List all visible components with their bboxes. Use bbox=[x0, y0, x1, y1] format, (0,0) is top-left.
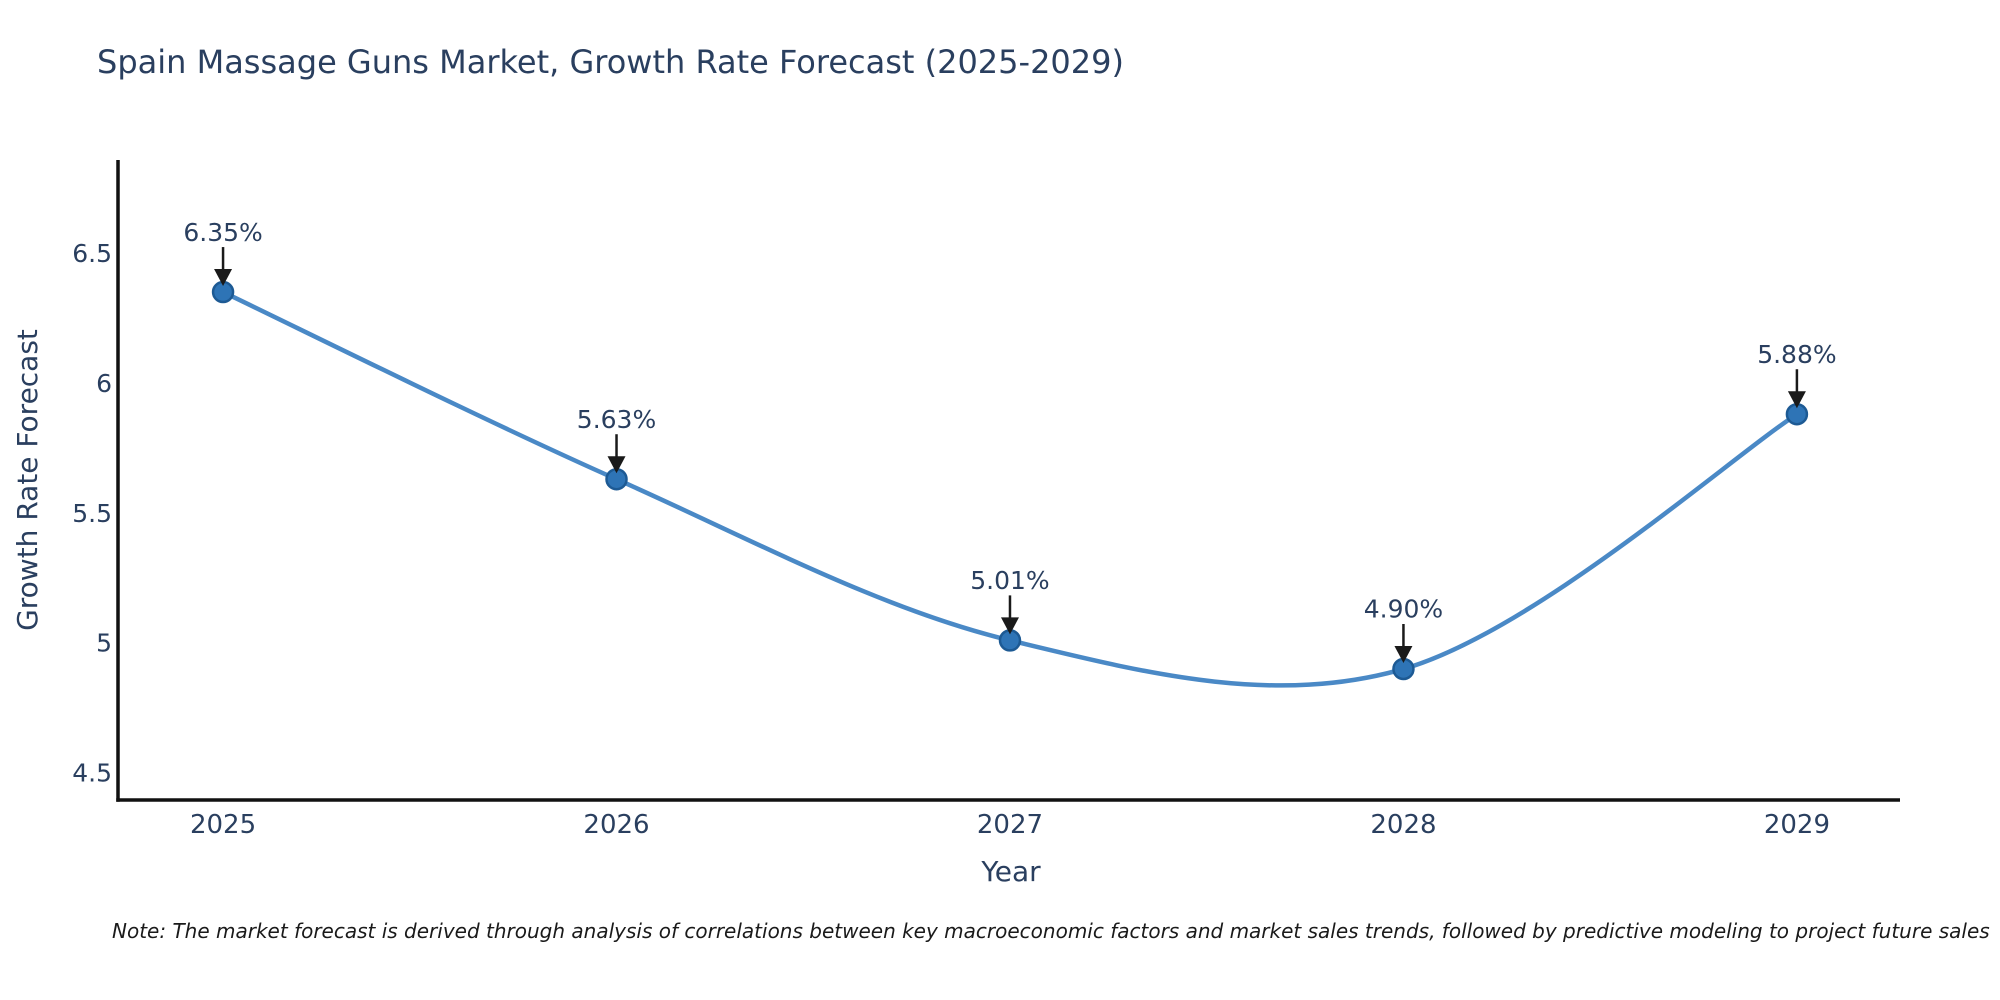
y-tick-label: 5.5 bbox=[72, 499, 112, 528]
annotation-2027: 5.01% bbox=[970, 566, 1050, 635]
annotation-2029: 5.88% bbox=[1757, 340, 1837, 409]
x-tick-label: 2027 bbox=[977, 810, 1043, 840]
x-tick-label: 2029 bbox=[1764, 810, 1830, 840]
chart-title: Spain Massage Guns Market, Growth Rate F… bbox=[97, 43, 1124, 81]
x-tick-label: 2028 bbox=[1370, 810, 1436, 840]
y-tick-label: 6.5 bbox=[72, 239, 112, 268]
x-tick-label: 2025 bbox=[190, 810, 256, 840]
y-tick-label: 5 bbox=[96, 629, 112, 658]
annotation-label: 5.63% bbox=[577, 405, 656, 434]
y-tick-label: 4.5 bbox=[72, 759, 112, 788]
annotation-arrowhead-icon bbox=[607, 456, 626, 474]
y-axis-tick-labels: 4.5 5 5.5 6 6.5 bbox=[72, 239, 112, 788]
annotation-label: 4.90% bbox=[1364, 595, 1443, 624]
annotation-arrowhead-icon bbox=[1000, 617, 1019, 635]
annotation-2025: 6.35% bbox=[183, 218, 263, 287]
annotation-arrowhead-icon bbox=[1394, 645, 1413, 663]
annotation-arrowhead-icon bbox=[1787, 391, 1806, 409]
x-axis-title: Year bbox=[981, 855, 1041, 888]
x-tick-label: 2026 bbox=[583, 810, 649, 840]
annotation-2028: 4.90% bbox=[1364, 595, 1443, 663]
annotation-label: 5.88% bbox=[1757, 340, 1836, 369]
y-tick-label: 6 bbox=[96, 369, 112, 398]
x-axis-tick-labels: 2025 2026 2027 2028 2029 bbox=[190, 810, 1830, 840]
annotation-2026: 5.63% bbox=[577, 405, 656, 474]
annotation-label: 6.35% bbox=[183, 218, 262, 247]
annotation-arrowhead-icon bbox=[214, 269, 233, 287]
annotations: 6.35% 5.63% 5.01% 4.90% 5.88% bbox=[183, 218, 1837, 663]
footnote: Note: The market forecast is derived thr… bbox=[112, 919, 1990, 943]
annotation-label: 5.01% bbox=[970, 566, 1049, 595]
